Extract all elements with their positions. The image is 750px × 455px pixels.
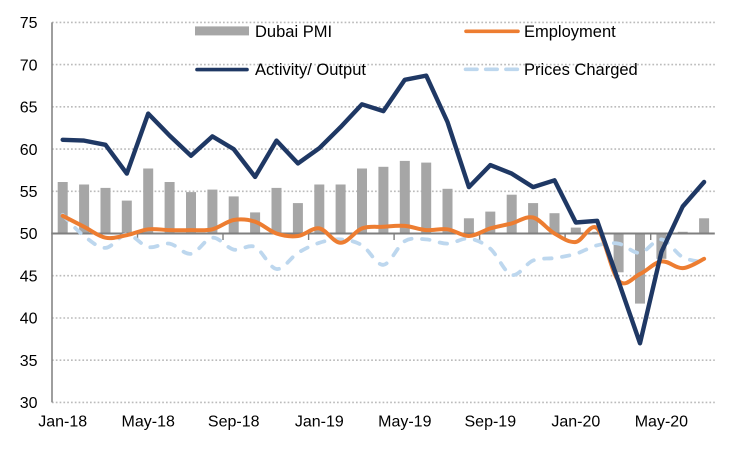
svg-text:Sep-19: Sep-19 — [465, 414, 517, 431]
svg-text:30: 30 — [20, 395, 38, 412]
svg-text:May-18: May-18 — [122, 414, 175, 431]
svg-text:Prices Charged: Prices Charged — [524, 61, 638, 79]
svg-text:Jan-19: Jan-19 — [295, 414, 344, 431]
svg-text:75: 75 — [20, 15, 38, 32]
svg-text:Jan-18: Jan-18 — [38, 414, 87, 431]
svg-text:45: 45 — [20, 268, 38, 285]
svg-text:60: 60 — [20, 142, 38, 159]
svg-text:Activity/ Output: Activity/ Output — [255, 61, 366, 79]
svg-text:Jan-20: Jan-20 — [551, 414, 600, 431]
svg-text:35: 35 — [20, 353, 38, 370]
svg-text:70: 70 — [20, 57, 38, 74]
svg-text:65: 65 — [20, 100, 38, 117]
svg-text:50: 50 — [20, 226, 38, 243]
svg-text:May-19: May-19 — [378, 414, 431, 431]
svg-text:Sep-18: Sep-18 — [208, 414, 260, 431]
svg-text:May-20: May-20 — [635, 414, 688, 431]
svg-text:Dubai PMI: Dubai PMI — [255, 23, 332, 41]
svg-text:Employment: Employment — [524, 23, 616, 41]
svg-text:40: 40 — [20, 311, 38, 328]
svg-text:55: 55 — [20, 184, 38, 201]
